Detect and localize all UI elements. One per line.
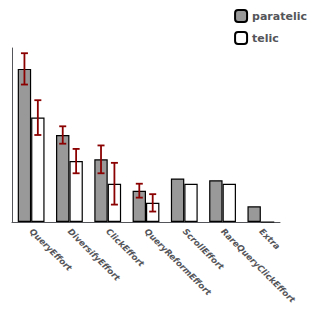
svg-text:ScrollEffort: ScrollEffort (180, 226, 226, 272)
svg-text:ClickEffort: ClickEffort (104, 226, 147, 269)
svg-text:telic: telic (252, 32, 279, 45)
svg-text:QueryReformEffort: QueryReformEffort (142, 226, 213, 297)
svg-text:QueryEffort: QueryEffort (27, 226, 74, 273)
svg-text:RareQueryClickEffort: RareQueryClickEffort (219, 226, 298, 305)
svg-text:paratelic: paratelic (252, 10, 307, 23)
svg-text:Extra: Extra (257, 226, 282, 251)
svg-text:DiversifyEffort: DiversifyEffort (65, 226, 123, 283)
